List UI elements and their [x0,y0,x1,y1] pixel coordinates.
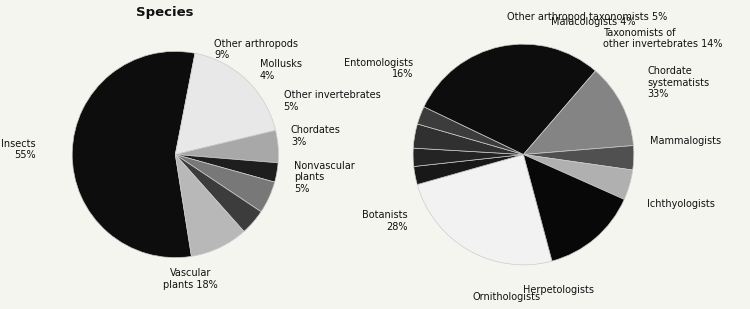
Title: Species: Species [136,6,194,19]
Wedge shape [72,51,195,258]
Wedge shape [524,154,633,199]
Wedge shape [176,154,274,212]
Text: Ichthyologists: Ichthyologists [647,199,715,209]
Wedge shape [524,154,624,261]
Text: Malacologists 4%: Malacologists 4% [551,17,635,27]
Wedge shape [418,107,524,154]
Wedge shape [417,154,552,265]
Wedge shape [176,130,278,163]
Text: Entomologists
16%: Entomologists 16% [344,57,413,79]
Text: Taxonomists of
other invertebrates 14%: Taxonomists of other invertebrates 14% [603,28,722,49]
Text: Mollusks
4%: Mollusks 4% [260,59,302,81]
Text: Other invertebrates
5%: Other invertebrates 5% [284,90,380,112]
Text: Botanists
28%: Botanists 28% [362,210,407,231]
Wedge shape [413,148,524,167]
Text: Chordates
3%: Chordates 3% [291,125,340,147]
Text: Insects
55%: Insects 55% [2,138,36,160]
Text: Ornithologists: Ornithologists [472,292,541,303]
Text: Other arthropods
9%: Other arthropods 9% [214,39,298,60]
Text: Herpetologists: Herpetologists [524,285,594,295]
Wedge shape [176,154,244,256]
Wedge shape [524,146,634,170]
Wedge shape [176,53,275,154]
Wedge shape [524,71,634,154]
Wedge shape [414,154,524,184]
Text: Nonvascular
plants
5%: Nonvascular plants 5% [294,161,355,194]
Wedge shape [176,154,261,231]
Text: Other arthropod taxonomists 5%: Other arthropod taxonomists 5% [507,11,668,22]
Text: Chordate
systematists
33%: Chordate systematists 33% [647,66,710,99]
Text: Mammalogists: Mammalogists [650,136,722,146]
Wedge shape [176,154,278,182]
Wedge shape [424,44,596,154]
Wedge shape [413,124,524,154]
Text: Vascular
plants 18%: Vascular plants 18% [164,268,218,290]
